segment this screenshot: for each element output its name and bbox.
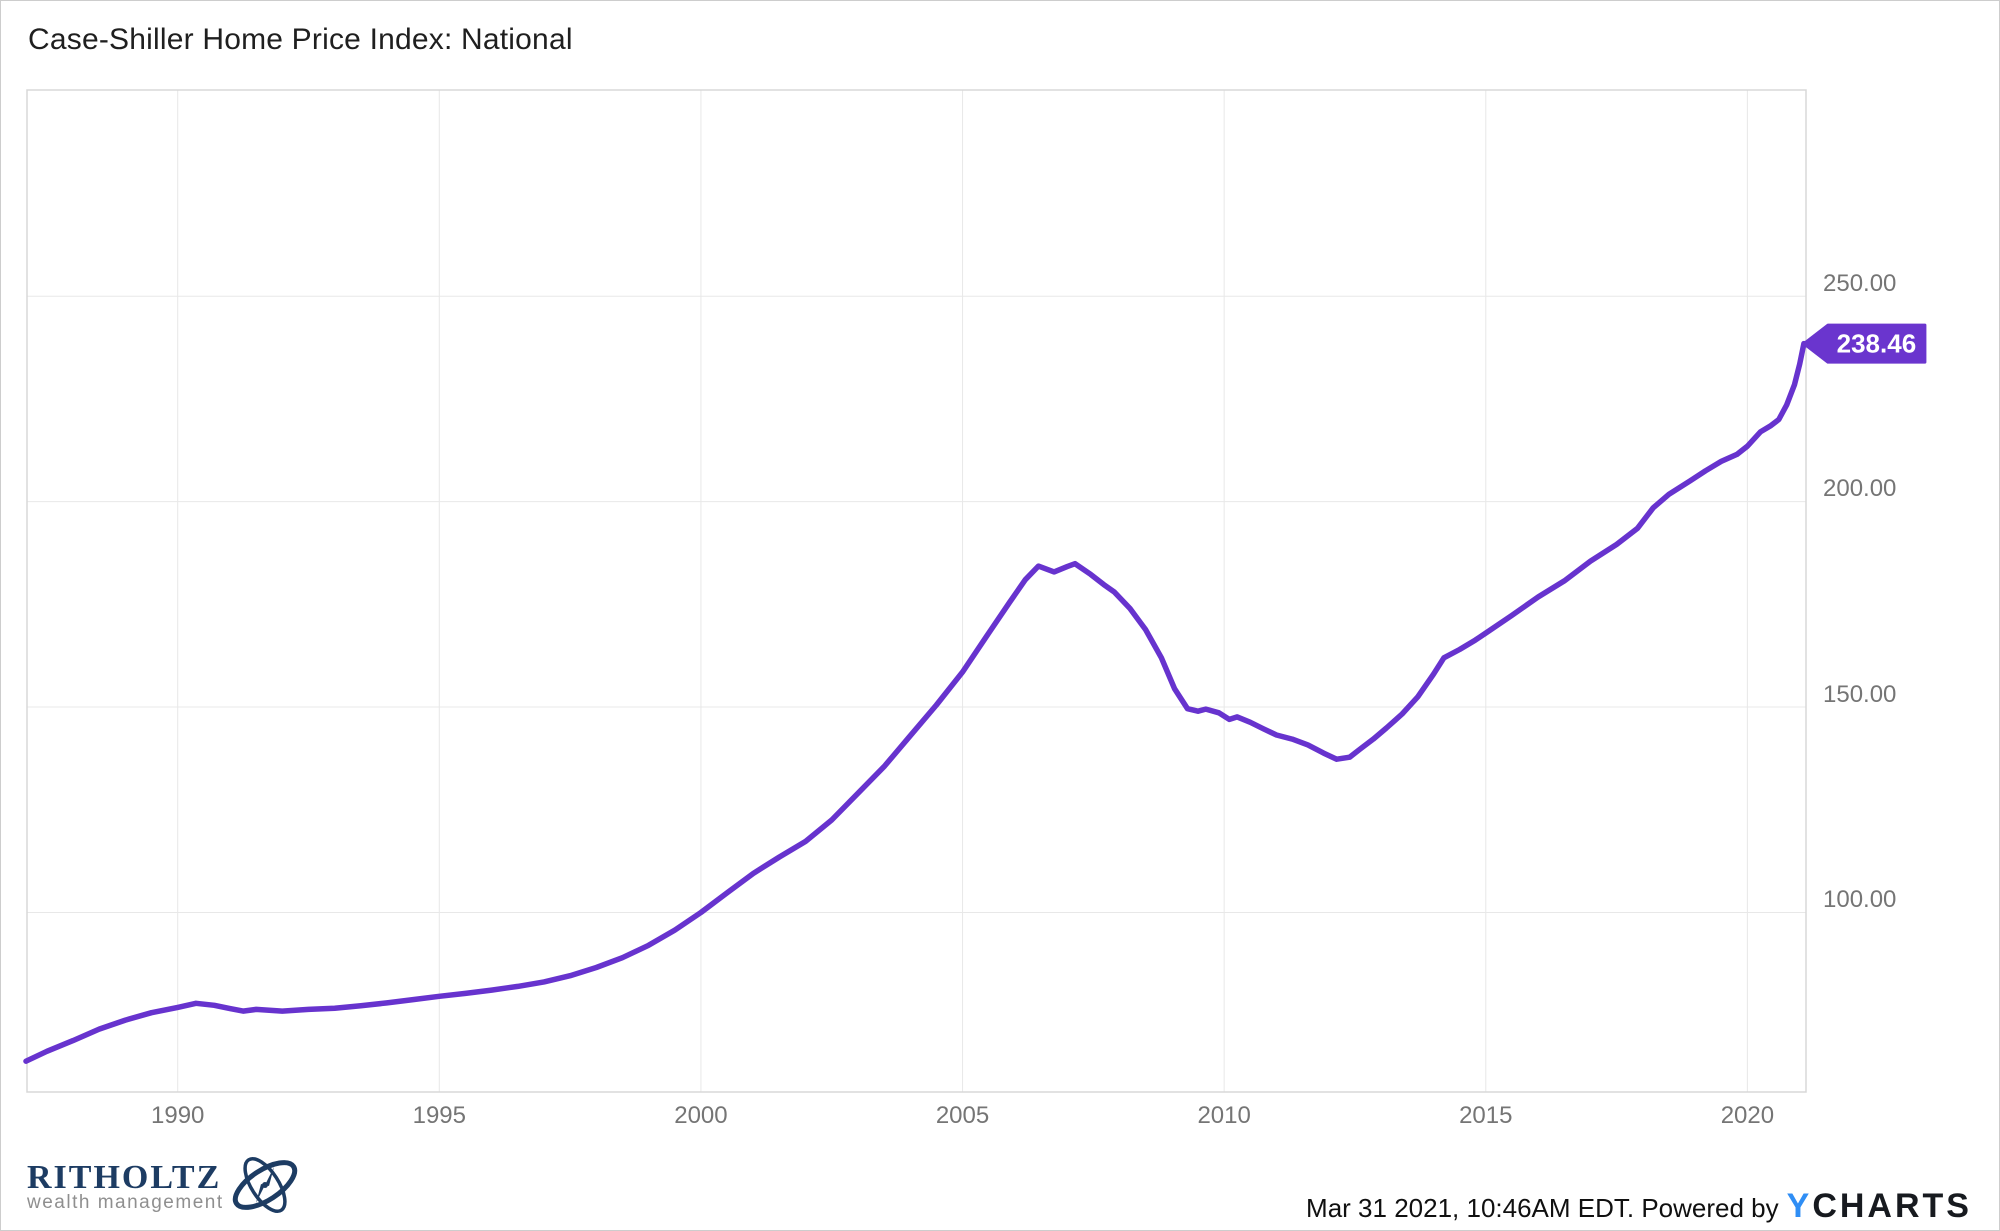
ritholtz-brand-name: RITHOLTZ [27, 1159, 222, 1196]
x-axis-label: 2005 [935, 1102, 990, 1129]
y-axis-label: 250.00 [1823, 269, 1897, 297]
ritholtz-brand-tagline: wealth management [27, 1192, 224, 1213]
last-value-badge [1802, 323, 1927, 364]
compass-gyroscope-icon [228, 1153, 302, 1222]
timestamp-text: Mar 31 2021, 10:46AM EDT. Powered by [1306, 1193, 1779, 1223]
index-line-series [23, 340, 1807, 1064]
y-axis-label: 100.00 [1823, 885, 1897, 913]
ritholtz-logo: RITHOLTZ wealth management [27, 1153, 302, 1222]
plot-border [26, 89, 1807, 1093]
x-axis-label: 1990 [150, 1102, 205, 1129]
y-axis-label: 150.00 [1823, 680, 1897, 708]
x-axis-label: 2015 [1459, 1102, 1513, 1129]
last-value-badge-label: 238.46 [1837, 329, 1917, 359]
x-axis-label: 2020 [1720, 1102, 1775, 1129]
ycharts-logo-charts: CHARTS [1812, 1187, 1972, 1225]
footer-attribution: Mar 31 2021, 10:46AM EDT. Powered by YCH… [1306, 1187, 1972, 1226]
chart-title: Case-Shiller Home Price Index: National [28, 23, 573, 56]
ycharts-logo: YCHARTS [1787, 1187, 1972, 1226]
x-axis-label: 2010 [1197, 1102, 1251, 1129]
x-axis-label: 2000 [674, 1102, 728, 1129]
x-axis-label: 1995 [412, 1102, 466, 1129]
ycharts-logo-y: Y [1786, 1187, 1813, 1225]
y-axis-label: 200.00 [1823, 475, 1897, 503]
